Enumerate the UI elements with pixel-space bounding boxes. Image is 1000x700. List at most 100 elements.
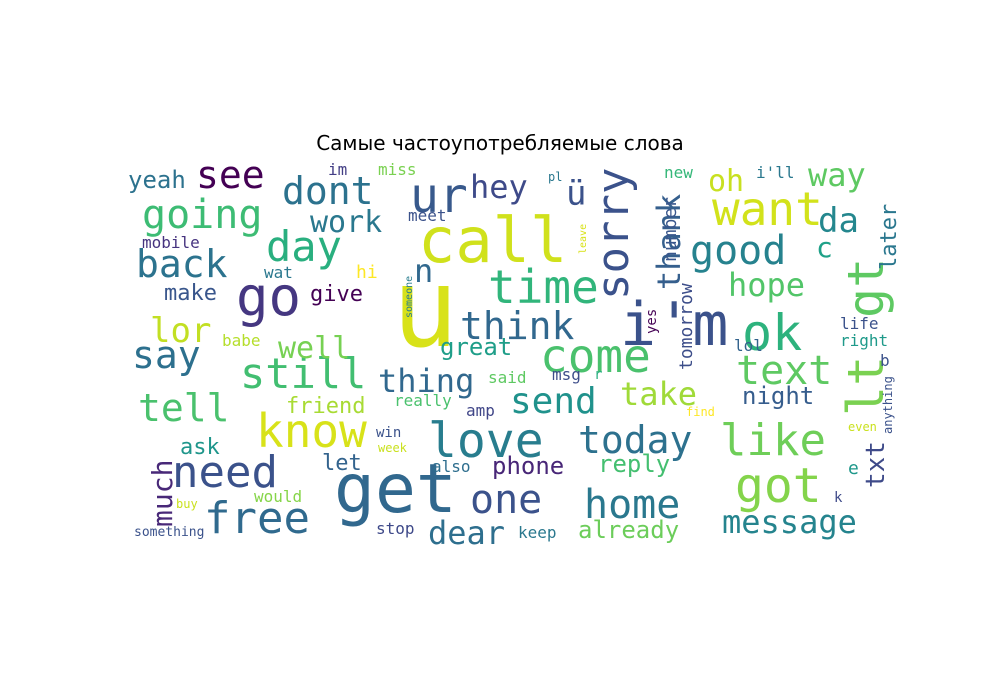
cloud-word-time: time — [488, 260, 599, 314]
cloud-word-like: like — [720, 415, 826, 466]
cloud-word-get: get — [334, 450, 457, 529]
cloud-word-say: say — [132, 333, 201, 377]
cloud-word-make: make — [164, 281, 217, 306]
cloud-word-lol: lol — [734, 336, 763, 355]
cloud-word-text: text — [736, 348, 832, 394]
cloud-word-b: b — [880, 351, 890, 370]
cloud-word-friend: friend — [286, 394, 365, 419]
cloud-word-work: work — [310, 205, 382, 240]
cloud-word-life: life — [840, 314, 879, 333]
cloud-word-something: something — [134, 525, 204, 540]
cloud-word-later: later — [877, 204, 902, 270]
cloud-word-message: message — [722, 503, 857, 541]
cloud-word-thank: thank — [650, 194, 688, 290]
cloud-word-tomorrow: tomorrow — [676, 283, 697, 370]
cloud-word-also: also — [432, 457, 471, 476]
cloud-word-yeah: yeah — [128, 166, 186, 194]
cloud-word-phone: phone — [492, 452, 564, 480]
cloud-word-tell: tell — [138, 386, 230, 430]
cloud-word-dont: dont — [282, 169, 374, 213]
cloud-word-babe: babe — [222, 331, 261, 350]
cloud-word-u-umlaut: ü — [566, 174, 586, 214]
cloud-word-really: really — [394, 391, 452, 410]
cloud-word-stop: stop — [376, 519, 415, 538]
cloud-word-miss: miss — [378, 160, 417, 179]
cloud-word-c: c — [816, 231, 833, 264]
cloud-word-home: home — [584, 482, 680, 528]
chart-title: Самые частоупотребляемые слова — [316, 131, 684, 155]
cloud-word-free: free — [204, 493, 310, 544]
cloud-word-night: night — [742, 382, 814, 410]
cloud-word-thing: thing — [378, 362, 474, 400]
cloud-word-right: right — [840, 331, 888, 350]
cloud-word-today: today — [578, 418, 692, 462]
cloud-word-keep: keep — [518, 523, 557, 542]
cloud-word-hey: hey — [470, 168, 528, 206]
cloud-word-back: back — [136, 242, 228, 286]
cloud-word-amp: amp — [466, 401, 495, 420]
cloud-word-going: going — [142, 192, 262, 238]
cloud-word-already: already — [578, 516, 679, 544]
cloud-word-mobile: mobile — [142, 233, 200, 252]
cloud-word-wat: wat — [264, 263, 293, 282]
cloud-word-u: u — [392, 244, 458, 372]
cloud-word-give: give — [310, 282, 363, 307]
cloud-word-msg: msg — [552, 365, 581, 384]
cloud-word-even: even — [848, 420, 877, 434]
cloud-word-e: e — [848, 458, 859, 479]
cloud-word-leave: leave — [578, 224, 589, 254]
cloud-word-love: love — [428, 413, 544, 469]
cloud-word-sorry: sorry — [588, 168, 639, 300]
cloud-word-come: come — [540, 329, 651, 383]
cloud-word-see: see — [196, 153, 265, 197]
cloud-word-dear: dear — [428, 514, 505, 552]
cloud-word-call: call — [418, 204, 567, 277]
cloud-word-txt: txt — [861, 441, 891, 488]
cloud-word-would: would — [254, 487, 302, 506]
cloud-word-still: still — [240, 349, 366, 398]
cloud-word-got: got — [735, 458, 822, 514]
cloud-word-good: good — [690, 228, 786, 274]
cloud-word-win: win — [376, 425, 401, 441]
cloud-word-want: want — [712, 182, 823, 236]
cloud-word-buy: buy — [176, 497, 198, 511]
cloud-word-find: find — [686, 405, 715, 419]
cloud-word-k: k — [834, 490, 843, 506]
cloud-word-said: said — [488, 368, 527, 387]
cloud-word-r: r — [594, 367, 602, 383]
cloud-word-pl: pl — [548, 170, 562, 184]
cloud-word-gt: gt — [837, 258, 895, 318]
cloud-word-yes: yes — [644, 309, 660, 334]
cloud-word-take: take — [620, 375, 697, 413]
cloud-word-ok: ok — [742, 304, 802, 362]
cloud-word-new: new — [664, 163, 693, 182]
cloud-word-go: go — [236, 265, 301, 328]
cloud-word-oh: oh — [708, 164, 744, 199]
cloud-word-hope: hope — [728, 266, 805, 304]
cloud-word-i-ll: i'll — [756, 163, 795, 182]
cloud-word-send: send — [510, 381, 597, 422]
cloud-word-anything: anything — [881, 376, 895, 434]
cloud-word-let: let — [322, 451, 362, 476]
cloud-word-number: number — [660, 197, 681, 262]
cloud-word-im: im — [328, 160, 347, 179]
cloud-word-much: much — [146, 460, 179, 527]
cloud-word-great: great — [440, 333, 512, 361]
cloud-word-way: way — [808, 156, 866, 194]
cloud-word-lt: lt — [837, 356, 895, 416]
cloud-word-one: one — [470, 477, 542, 523]
cloud-word-well: well — [278, 331, 350, 366]
cloud-word-know: know — [256, 404, 367, 458]
cloud-word-ur: ur — [410, 168, 468, 224]
cloud-word-week: week — [378, 441, 408, 455]
cloud-word-ask: ask — [180, 435, 220, 460]
cloud-word-hi: hi — [356, 262, 378, 283]
cloud-word-n: n — [414, 252, 433, 290]
cloud-word-need: need — [172, 447, 278, 498]
cloud-word-day: day — [266, 222, 342, 271]
cloud-word-da: da — [818, 201, 859, 241]
cloud-word-think: think — [460, 304, 575, 348]
cloud-word-lor: lor — [150, 311, 211, 351]
cloud-word-meet: meet — [408, 206, 447, 225]
